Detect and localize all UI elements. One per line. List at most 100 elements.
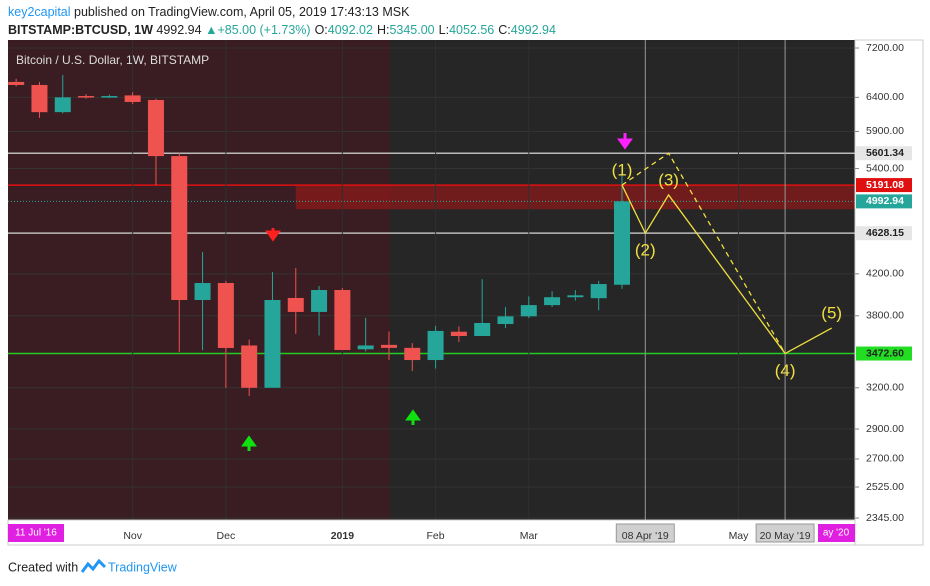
sell-arrow (265, 228, 281, 242)
change-arrow: ▲ (205, 23, 217, 37)
candle-body (147, 99, 164, 157)
price-label: 3472.60 (866, 347, 904, 359)
footer-brand: TradingView (108, 560, 178, 574)
y-tick-label: 3800.00 (866, 310, 904, 322)
price-label: 4992.94 (866, 195, 904, 207)
x-tick-label: 2019 (331, 530, 355, 542)
x-tick-label: 08 Apr '19 (622, 530, 669, 542)
wave-label: (5) (821, 304, 842, 323)
plot: (1) (2) (3) (4) (5) (8, 40, 856, 520)
price-label: 5191.08 (866, 179, 904, 191)
projection (621, 184, 833, 355)
x-tick-label: Mar (520, 530, 539, 542)
candle-body (287, 297, 304, 312)
y-tick-label: 2700.00 (866, 453, 904, 465)
y-tick-label: 5900.00 (866, 125, 904, 137)
x-label-box (615, 523, 675, 543)
x-tick-label: 20 May '19 (760, 530, 811, 542)
candle-body (544, 297, 561, 306)
candle-body (241, 345, 258, 388)
price-label-box (856, 194, 912, 209)
edge-label-box (8, 524, 64, 542)
ohlc-label: L: (439, 23, 449, 37)
candle-body (520, 305, 537, 317)
signal-arrow (617, 133, 633, 150)
wave-label: (1) (612, 161, 633, 180)
candle-body (474, 323, 491, 336)
candle-body (31, 84, 48, 113)
price-label-box (856, 346, 912, 361)
y-tick-label: 4200.00 (866, 268, 904, 280)
candle-body (101, 96, 118, 98)
candle-body (171, 156, 188, 300)
wave-label: (2) (635, 241, 656, 260)
buy-arrow (241, 435, 257, 451)
candle-body (357, 345, 374, 350)
y-tick-label: 3200.00 (866, 382, 904, 394)
published: published on TradingView.com, April 05, … (74, 5, 410, 19)
candle-body (8, 81, 25, 85)
price-label: 4628.15 (866, 227, 904, 239)
symbol: BITSTAMP:BTCUSD, 1W (8, 23, 153, 37)
price-label-box (856, 146, 912, 161)
logo (80, 558, 107, 573)
buy-arrow (405, 409, 421, 425)
price-axis (854, 39, 924, 546)
x-tick-label: May (729, 530, 750, 542)
resistance-zone (295, 185, 856, 210)
chart-title: Bitcoin / U.S. Dollar, 1W, BITSTAMP (16, 53, 209, 67)
wave-label: (3) (658, 170, 679, 189)
candle-body (78, 96, 95, 98)
y-tick-label: 5400.00 (866, 162, 904, 174)
candle-body (264, 299, 281, 388)
candle-body (427, 330, 444, 361)
header-line-2: BITSTAMP:BTCUSD, 1W 4992.94 ▲+85.00 (+1.… (8, 23, 556, 37)
wave-label: (4) (775, 361, 796, 380)
edge-label: ay '20 (823, 528, 850, 539)
time-axis (7, 519, 856, 546)
ohlc-value: 5345.00 (389, 23, 434, 37)
ohlc-label: O: (315, 23, 328, 37)
highlight-region (8, 40, 390, 520)
edge-label-box (818, 524, 855, 542)
ohlc-value: 4052.56 (449, 23, 494, 37)
projection-alt (621, 152, 786, 354)
change: +85.00 (+1.73%) (217, 23, 310, 37)
x-tick-label: Feb (427, 530, 445, 542)
candle-body (380, 344, 397, 348)
candle-body (54, 97, 71, 113)
candle-body (194, 283, 211, 300)
candle-body (497, 316, 514, 325)
y-tick-label: 2345.00 (866, 512, 904, 524)
ohlc-value: 4992.94 (511, 23, 556, 37)
ohlc-label: C: (498, 23, 511, 37)
x-label-box (755, 523, 815, 543)
y-tick-label: 7200.00 (866, 42, 904, 54)
footer-text: Created with (8, 560, 78, 574)
candle-body (567, 295, 584, 298)
y-tick-label: 2525.00 (866, 481, 904, 493)
author: key2capital (8, 5, 71, 19)
y-tick-label: 2900.00 (866, 423, 904, 435)
candle-body (334, 290, 351, 350)
candle-body (124, 95, 141, 102)
candle-body (590, 284, 607, 299)
x-tick-label: Dec (217, 530, 236, 542)
candle-body (450, 331, 467, 336)
header-line-1: key2capital published on TradingView.com… (8, 5, 410, 19)
price-label: 5601.34 (866, 147, 904, 159)
y-tick-label: 6400.00 (866, 91, 904, 103)
candle-body (311, 290, 328, 312)
price: 4992.94 (156, 23, 201, 37)
edge-label: 11 Jul '16 (15, 528, 57, 539)
candle-body (404, 347, 421, 361)
price-label-box (856, 178, 912, 193)
price-label-box (856, 226, 912, 241)
candle-body (217, 283, 234, 348)
x-tick-label: Nov (123, 530, 142, 542)
axes: 7200.00 6400.00 5900.00 5400.00 4200.00 3800.… (8, 42, 912, 543)
candle-body (613, 201, 630, 285)
ohlc-value: 4092.02 (328, 23, 373, 37)
ohlc-label: H: (377, 23, 390, 37)
